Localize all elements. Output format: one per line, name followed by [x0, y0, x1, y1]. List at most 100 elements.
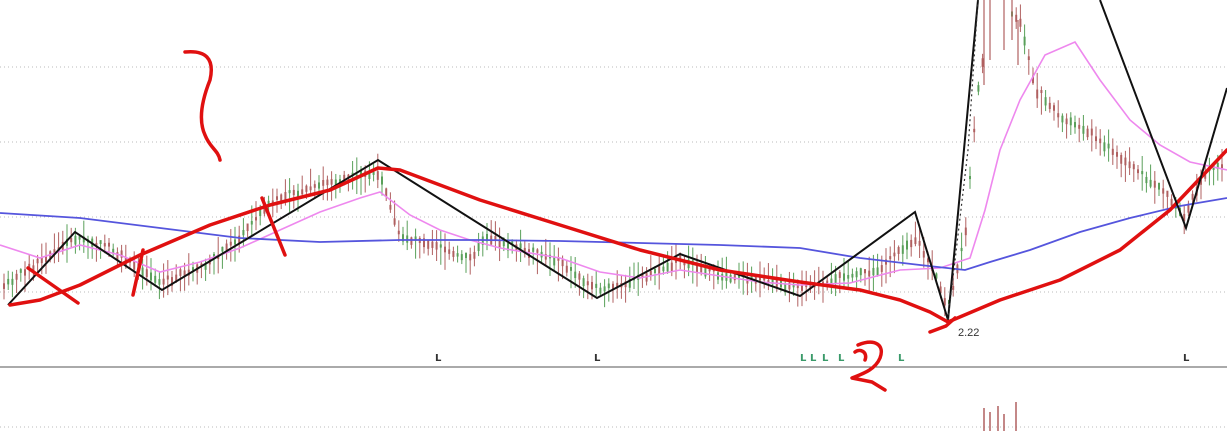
candle-body — [1158, 182, 1160, 190]
candle-body — [1027, 56, 1030, 61]
candle-body — [1078, 124, 1081, 129]
candle-body — [1149, 179, 1152, 187]
candle-body — [889, 256, 892, 260]
candle-body — [654, 268, 656, 274]
candle-body — [519, 243, 522, 249]
candle-body — [1040, 90, 1043, 94]
freehand-annotation — [853, 348, 868, 362]
candle-body — [696, 263, 698, 273]
candle-body — [523, 247, 526, 254]
candle-body — [1019, 18, 1022, 27]
candle-body — [935, 273, 938, 279]
candle-body — [872, 267, 875, 276]
short-moving-average-line — [0, 40, 1227, 286]
candle-body — [11, 278, 14, 285]
candle-body — [1082, 125, 1085, 134]
candle-body — [864, 269, 866, 274]
candle-body — [343, 174, 346, 180]
candle-body — [494, 236, 497, 241]
candle-body — [477, 242, 480, 252]
candle-body — [498, 240, 501, 248]
candle-body — [733, 272, 736, 281]
candle-body — [700, 264, 703, 273]
candle-body — [1107, 143, 1110, 149]
candle-body — [225, 243, 228, 251]
candle-body — [1074, 122, 1076, 128]
candle-body — [1153, 180, 1156, 188]
candle-body — [502, 238, 505, 247]
candle-body — [641, 273, 644, 278]
candle-body — [154, 275, 157, 283]
candle-body — [683, 260, 686, 266]
signal-marker: L — [1183, 353, 1190, 364]
candle-body — [603, 286, 606, 292]
candle-body — [448, 249, 451, 254]
trend-annotation — [8, 148, 1227, 324]
candle-body — [45, 256, 47, 263]
candle-body — [801, 285, 803, 291]
candle-body — [200, 263, 203, 267]
candle-body — [964, 227, 967, 236]
signal-marker: L — [435, 353, 442, 364]
candle-body — [960, 247, 963, 252]
candle-body — [381, 176, 383, 185]
candle-body — [19, 269, 22, 273]
candle-body — [859, 268, 862, 276]
candle-body — [826, 280, 829, 285]
candle-body — [666, 262, 669, 272]
candle-body — [553, 256, 556, 266]
candlestick-series — [3, 0, 1223, 317]
candle-body — [95, 242, 98, 247]
candle-body — [175, 274, 178, 282]
candle-body — [876, 267, 879, 276]
freehand-annotation — [260, 196, 287, 257]
candle-body — [1120, 154, 1123, 164]
candle-body — [599, 287, 602, 294]
candle-body — [1128, 161, 1131, 169]
signal-marker: L — [898, 353, 905, 364]
candle-body — [649, 270, 652, 276]
candle-body — [402, 234, 404, 242]
long-moving-average-line — [0, 197, 1227, 271]
candle-body — [759, 276, 761, 281]
candle-body — [187, 269, 190, 276]
candle-body — [406, 235, 409, 243]
candle-body — [1145, 176, 1148, 184]
freehand-annotation — [183, 49, 222, 162]
candle-body — [108, 242, 110, 247]
candle-body — [830, 278, 833, 288]
candle-body — [1111, 148, 1114, 155]
candle-body — [192, 267, 194, 271]
candle-body — [292, 189, 295, 196]
zigzag-line — [7, 0, 979, 321]
candle-body — [565, 265, 568, 273]
candle-body — [973, 128, 976, 133]
candle-body — [427, 239, 430, 249]
candle-body — [771, 278, 774, 285]
candle-body — [918, 240, 921, 246]
candle-body — [1137, 169, 1139, 174]
candle-body — [246, 223, 249, 232]
candle-body — [536, 249, 539, 253]
freehand-annotation — [26, 266, 80, 305]
candle-body — [1099, 138, 1102, 144]
candle-body — [53, 249, 56, 255]
candle-body — [460, 254, 463, 261]
candle-body — [276, 196, 278, 200]
candle-body — [280, 194, 283, 204]
candle-body — [1023, 36, 1026, 46]
candle-body — [591, 281, 593, 290]
signal-marker: L — [810, 353, 817, 364]
candle-body — [843, 273, 845, 281]
candle-body — [767, 280, 770, 284]
candle-body — [880, 265, 883, 272]
candle-body — [885, 259, 887, 265]
candle-body — [838, 272, 841, 278]
candle-body — [385, 188, 388, 197]
candle-body — [507, 243, 509, 251]
candle-body — [679, 254, 682, 262]
candle-body — [133, 261, 136, 270]
candle-body — [204, 263, 207, 270]
candle-body — [1132, 164, 1135, 170]
